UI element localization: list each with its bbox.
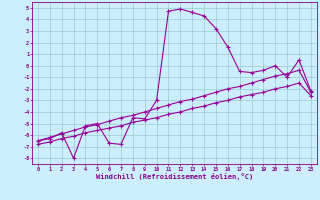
X-axis label: Windchill (Refroidissement éolien,°C): Windchill (Refroidissement éolien,°C) xyxy=(96,173,253,180)
